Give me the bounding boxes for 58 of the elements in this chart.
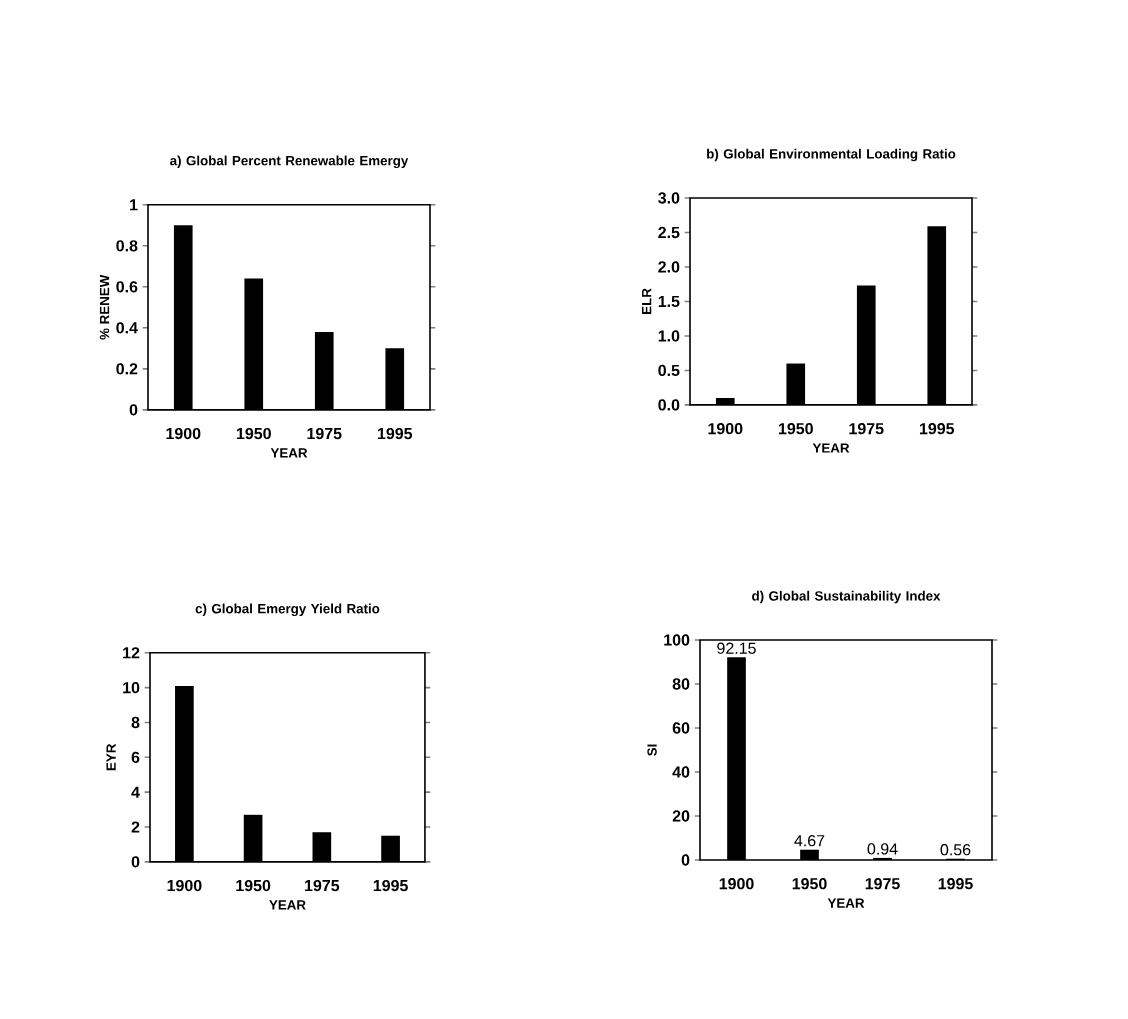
- y-tick-label: 100: [664, 634, 690, 646]
- y-tick-label: 1.5: [658, 295, 680, 308]
- x-tick-label: 1995: [919, 423, 955, 435]
- y-tick-label: 80: [672, 678, 690, 690]
- x-tick-label: 1950: [778, 423, 813, 435]
- x-tick-label: 1900: [166, 427, 201, 440]
- x-tick-label: 1900: [167, 879, 202, 892]
- y-tick-label: 0.6: [116, 281, 138, 293]
- data-label: 4.67: [794, 835, 825, 847]
- x-tick-label: 1995: [377, 427, 413, 440]
- y-tick-label: 2: [131, 821, 140, 833]
- y-tick-label: 3.0: [658, 192, 680, 204]
- x-tick-label: 1975: [849, 423, 884, 435]
- x-axis-title: YEAR: [827, 898, 865, 908]
- y-tick-label: 60: [672, 722, 690, 734]
- chart-title: d) Global Sustainability Index: [752, 590, 941, 604]
- y-axis-title: % RENEW: [99, 274, 110, 340]
- y-tick-label: 1.0: [658, 330, 680, 342]
- chart-title: b) Global Environmental Loading Ratio: [707, 148, 956, 162]
- x-tick-label: 1975: [305, 879, 340, 892]
- x-tick-label: 1950: [792, 878, 827, 890]
- y-tick-label: 0: [681, 854, 690, 866]
- x-axis-title: YEAR: [812, 443, 850, 453]
- x-tick-label: 1995: [938, 878, 973, 890]
- x-tick-label: 1900: [708, 423, 743, 435]
- y-tick-label: 10: [123, 682, 140, 694]
- x-tick-label: 1950: [236, 427, 271, 440]
- y-tick-label: 0.4: [116, 322, 138, 334]
- y-tick-label: 2.0: [658, 261, 680, 273]
- x-axis-title: YEAR: [269, 900, 306, 910]
- x-tick-label: 1975: [307, 427, 342, 440]
- y-tick-label: 2.5: [658, 226, 680, 239]
- y-tick-label: 0: [129, 404, 138, 416]
- chart-title: c) Global Emergy Yield Ratio: [195, 603, 380, 617]
- y-tick-label: 0.0: [658, 399, 680, 411]
- y-axis-title: SI: [647, 744, 657, 756]
- y-tick-label: 0.5: [658, 364, 680, 377]
- y-tick-label: 0: [131, 856, 140, 868]
- x-tick-label: 1900: [719, 878, 754, 890]
- y-tick-label: 1: [130, 199, 138, 211]
- x-axis-title: YEAR: [270, 448, 308, 458]
- y-tick-label: 8: [131, 716, 140, 729]
- y-axis-title: ELR: [642, 288, 652, 314]
- y-tick-label: 4: [131, 786, 140, 798]
- y-tick-label: 12: [123, 647, 140, 659]
- y-axis-title: EYR: [106, 743, 116, 771]
- data-label: 0.56: [940, 844, 971, 856]
- data-label: 92.15: [717, 642, 756, 654]
- chart-title: a) Global Percent Renewable Emergy: [170, 155, 409, 169]
- y-tick-label: 6: [131, 751, 140, 764]
- x-tick-label: 1995: [373, 879, 408, 892]
- y-tick-label: 40: [672, 766, 690, 778]
- x-tick-label: 1950: [236, 879, 271, 892]
- data-label: 0.94: [867, 843, 898, 855]
- y-tick-label: 0.2: [116, 363, 138, 375]
- x-tick-label: 1975: [865, 878, 900, 890]
- y-tick-label: 0.8: [116, 240, 138, 252]
- y-tick-label: 20: [672, 810, 690, 822]
